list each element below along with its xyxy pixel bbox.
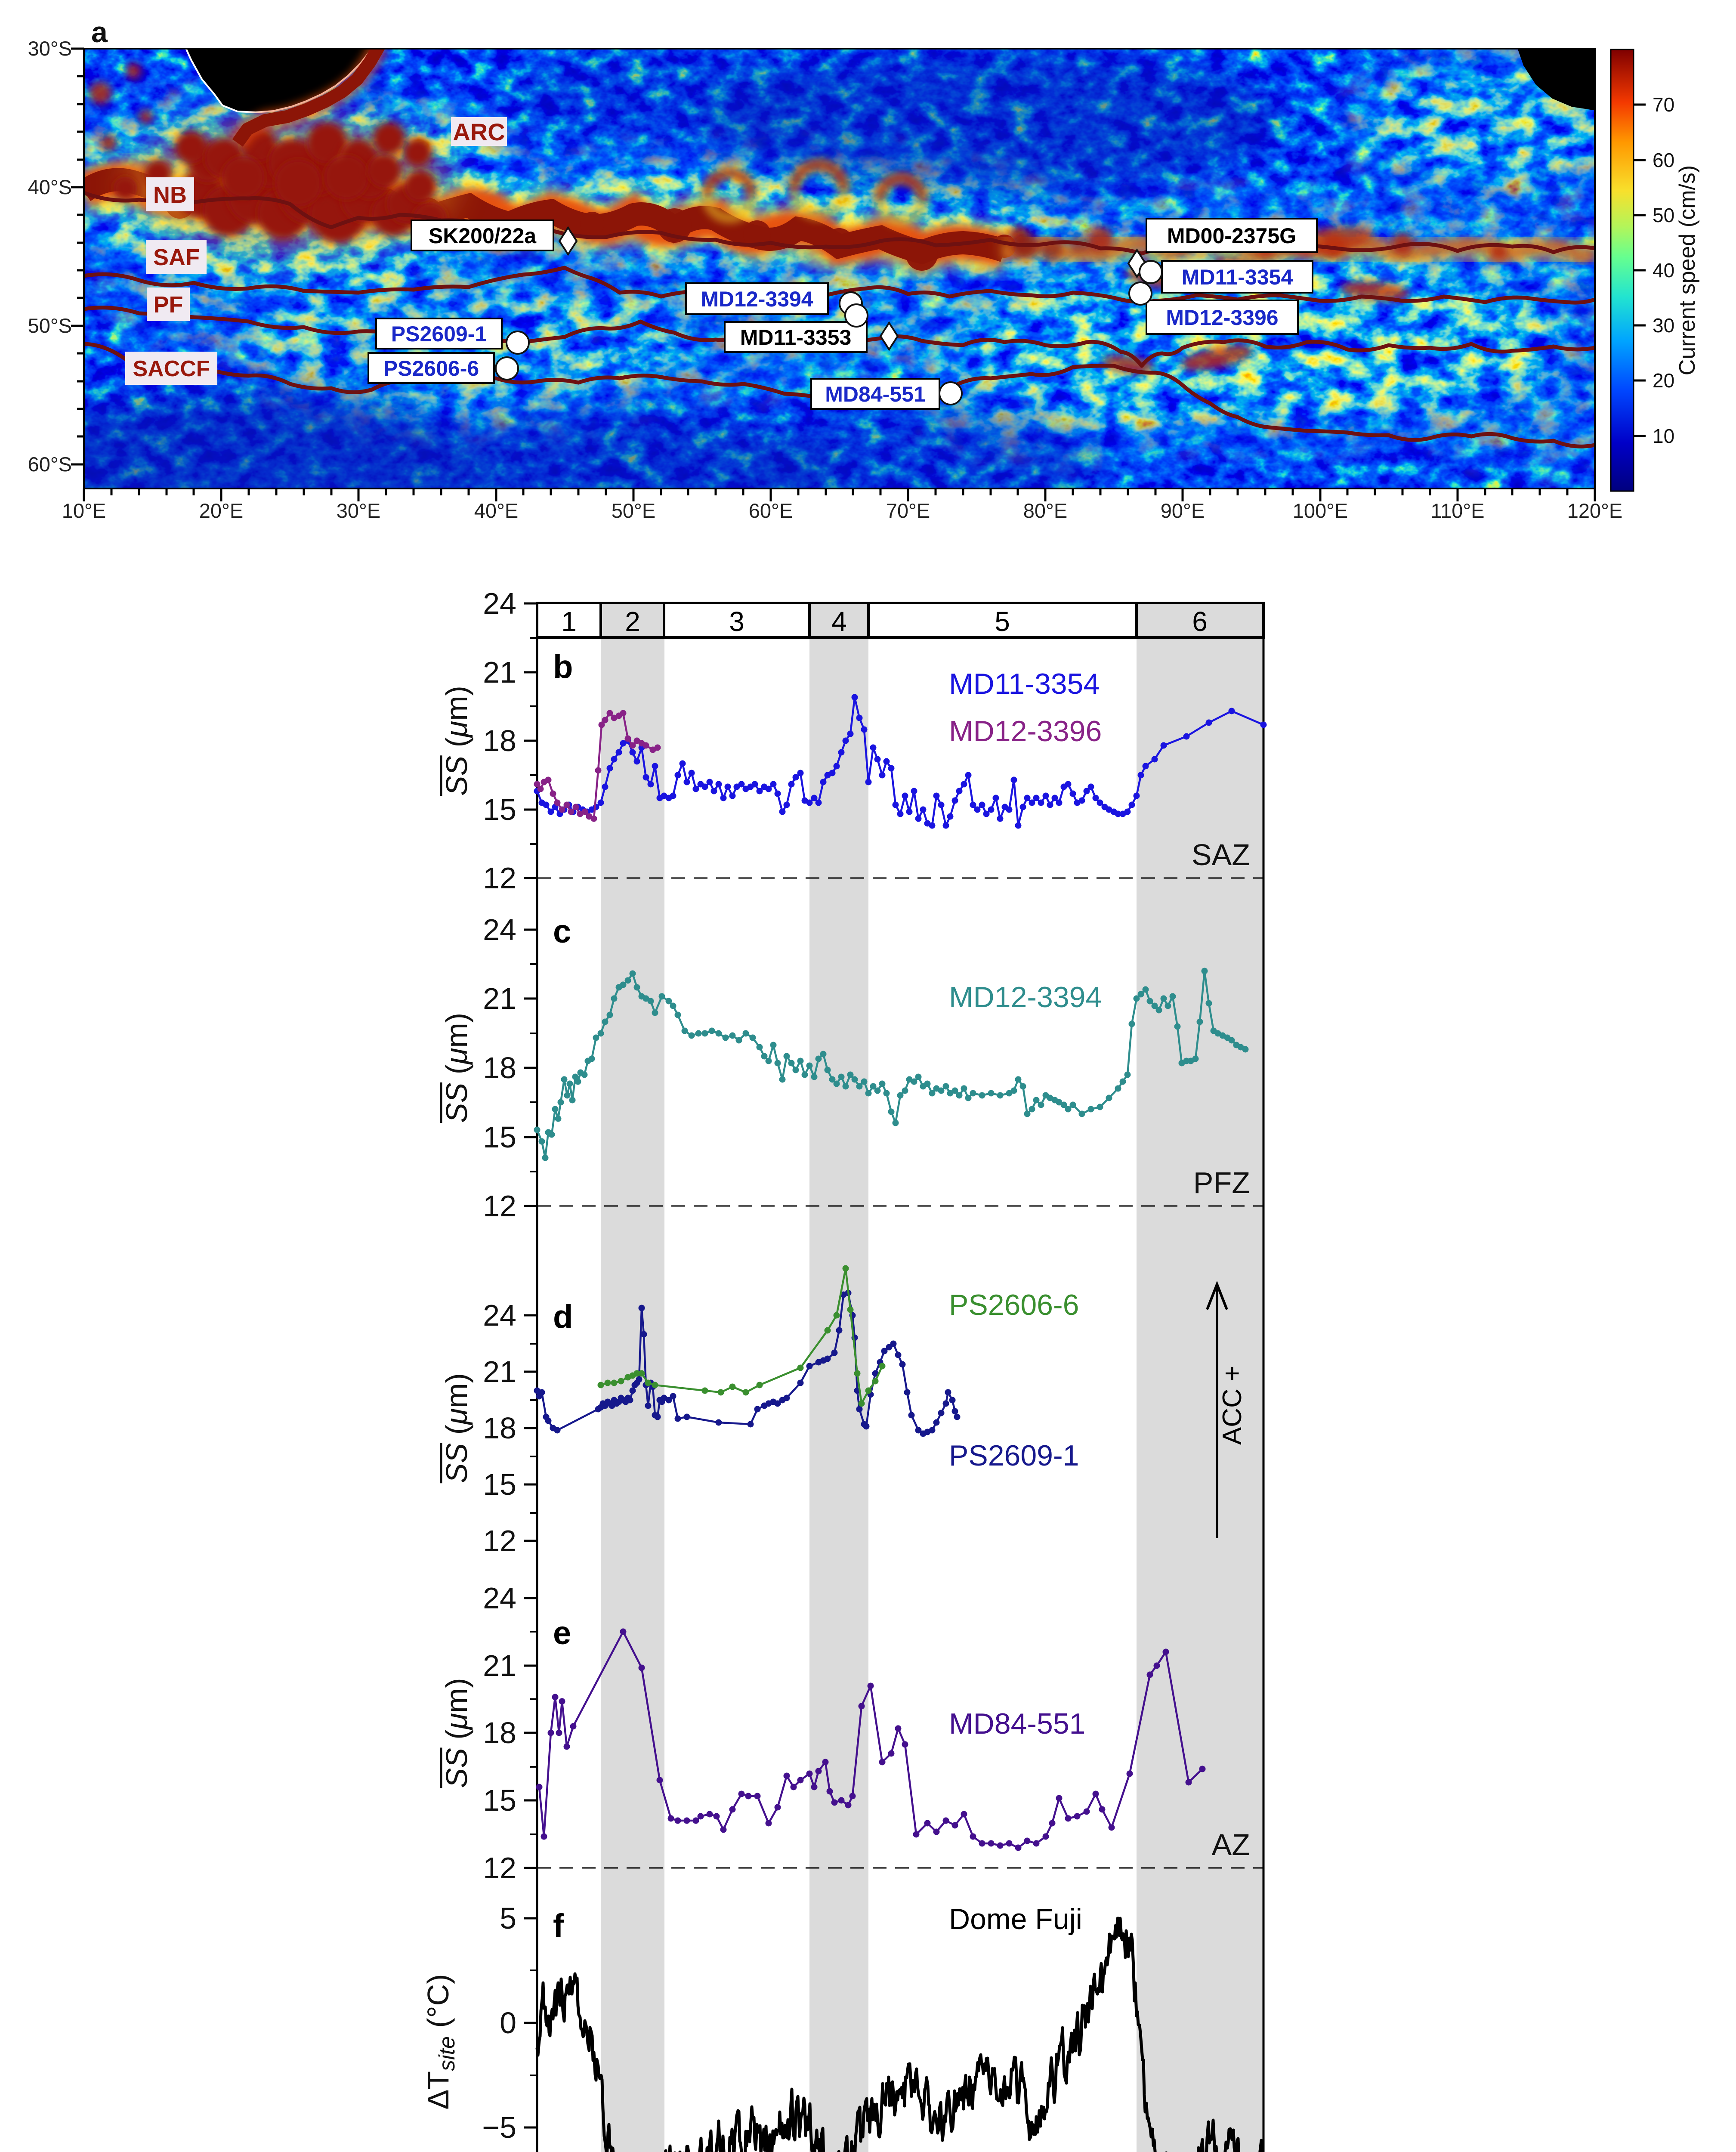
svg-text:PS2609-1: PS2609-1 [949,1439,1079,1472]
svg-text:MD00-2375G: MD00-2375G [1167,224,1296,248]
svg-text:10°E: 10°E [62,499,106,522]
svg-text:18: 18 [483,1716,516,1750]
svg-text:60°E: 60°E [749,499,793,522]
svg-text:18: 18 [483,1051,516,1085]
svg-text:18: 18 [483,1411,516,1445]
svg-text:MD12-3396: MD12-3396 [1166,306,1278,330]
svg-text:18: 18 [483,724,516,758]
svg-text:21: 21 [483,655,516,689]
svg-text:15: 15 [483,793,516,826]
svg-text:MD11-3354: MD11-3354 [949,668,1100,700]
svg-text:e: e [553,1615,571,1651]
svg-text:SACCF: SACCF [133,356,210,381]
svg-text:ACC +: ACC + [1217,1366,1247,1445]
svg-text:30°S: 30°S [28,37,72,60]
svg-text:ARC: ARC [453,118,505,145]
svg-text:Dome Fuji: Dome Fuji [949,1903,1082,1936]
svg-text:3: 3 [729,606,744,637]
svg-text:PS2606-6: PS2606-6 [949,1289,1079,1321]
svg-text:PFZ: PFZ [1193,1166,1250,1200]
svg-text:PS2606-6: PS2606-6 [383,356,479,380]
svg-text:100°E: 100°E [1293,499,1348,522]
svg-text:4: 4 [831,606,847,637]
svg-text:SS (μm): SS (μm) [440,1013,473,1123]
svg-text:1: 1 [561,606,577,637]
svg-text:20°E: 20°E [199,499,243,522]
svg-text:110°E: 110°E [1430,499,1484,522]
svg-text:SS (μm): SS (μm) [440,1373,473,1483]
svg-text:f: f [553,1908,564,1944]
svg-text:d: d [553,1299,573,1335]
svg-text:70: 70 [1653,93,1674,116]
svg-text:0: 0 [500,2006,516,2040]
svg-text:15: 15 [483,1120,516,1154]
svg-text:SS (μm): SS (μm) [440,1678,473,1788]
svg-text:40°E: 40°E [474,499,518,522]
svg-text:SAZ: SAZ [1192,838,1250,872]
svg-text:24: 24 [483,1581,516,1615]
svg-text:c: c [553,913,571,950]
svg-text:MD84-551: MD84-551 [825,382,925,406]
svg-text:10: 10 [1653,425,1674,447]
svg-text:PS2609-1: PS2609-1 [391,322,487,346]
svg-text:90°E: 90°E [1161,499,1205,522]
svg-text:20: 20 [1653,369,1674,392]
svg-text:MD12-3394: MD12-3394 [949,981,1102,1014]
svg-text:Current speed (cm/s): Current speed (cm/s) [1675,165,1700,375]
svg-text:b: b [553,649,573,685]
svg-text:50°S: 50°S [28,314,72,337]
svg-text:PF: PF [153,292,183,318]
svg-text:a: a [91,16,108,49]
svg-text:30°E: 30°E [337,499,380,522]
svg-text:MD11-3354: MD11-3354 [1182,265,1293,289]
svg-text:ΔTsite (°C): ΔTsite (°C) [421,1974,460,2109]
svg-text:60°S: 60°S [28,453,72,476]
svg-text:5: 5 [995,606,1010,637]
svg-text:MD12-3394: MD12-3394 [701,287,813,311]
svg-text:6: 6 [1192,606,1208,637]
svg-text:24: 24 [483,587,516,620]
svg-text:12: 12 [483,861,516,895]
svg-text:SS (μm): SS (μm) [440,686,473,796]
svg-text:5: 5 [500,1902,516,1935]
svg-text:21: 21 [483,982,516,1015]
svg-text:80°E: 80°E [1023,499,1067,522]
svg-text:2: 2 [625,606,640,637]
svg-text:MD12-3396: MD12-3396 [949,715,1102,748]
svg-text:50°E: 50°E [612,499,655,522]
svg-text:12: 12 [483,1851,516,1885]
svg-text:SAF: SAF [153,244,200,270]
svg-text:50: 50 [1653,204,1674,226]
svg-text:AZ: AZ [1212,1828,1250,1861]
svg-text:40: 40 [1653,259,1674,281]
svg-text:120°E: 120°E [1567,499,1623,522]
svg-text:40°S: 40°S [28,176,72,198]
svg-text:21: 21 [483,1649,516,1682]
svg-text:70°E: 70°E [886,499,930,522]
svg-text:21: 21 [483,1355,516,1388]
svg-text:15: 15 [483,1468,516,1501]
svg-text:−5: −5 [482,2111,516,2144]
svg-text:SK200/22a: SK200/22a [429,224,537,248]
svg-text:60: 60 [1653,149,1674,171]
svg-text:NB: NB [153,182,187,208]
svg-text:MD84-551: MD84-551 [949,1707,1086,1740]
svg-text:12: 12 [483,1524,516,1558]
svg-text:24: 24 [483,913,516,946]
svg-text:12: 12 [483,1189,516,1223]
svg-text:MD11-3353: MD11-3353 [740,325,852,349]
svg-text:15: 15 [483,1784,516,1817]
svg-text:30: 30 [1653,314,1674,337]
svg-text:24: 24 [483,1299,516,1332]
